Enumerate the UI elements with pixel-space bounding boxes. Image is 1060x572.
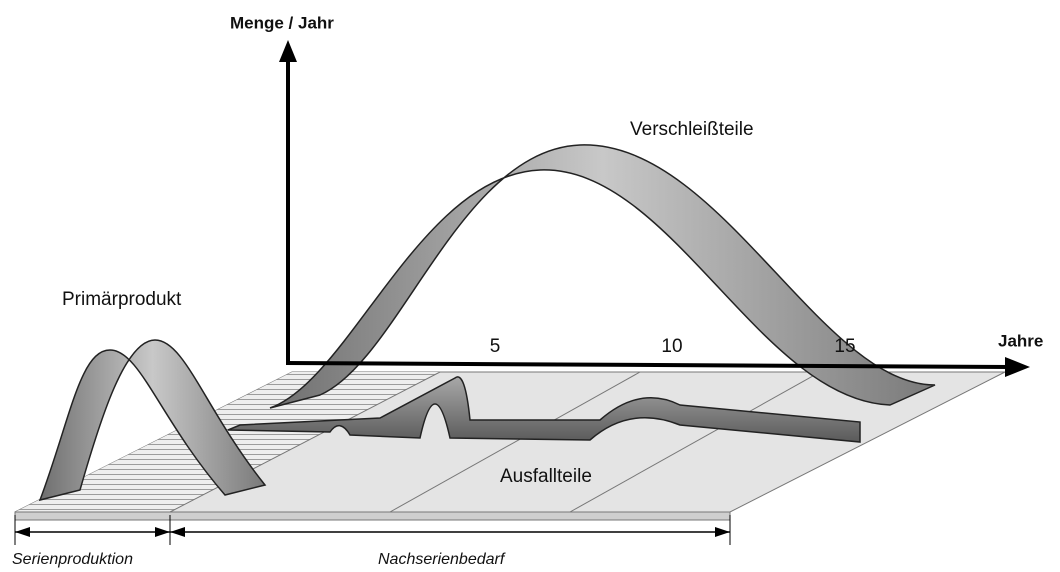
phase-label: Nachserienbedarf xyxy=(378,551,506,568)
x-axis-arrow xyxy=(1005,357,1030,377)
x-tick-label: 15 xyxy=(834,336,855,357)
arrowhead xyxy=(170,527,185,537)
x-axis xyxy=(286,363,1010,367)
arrowhead xyxy=(715,527,730,537)
floor-front xyxy=(15,512,730,520)
phase-label: Serienproduktion xyxy=(12,551,133,568)
y-axis-arrow xyxy=(279,40,297,62)
x-axis-label: Jahre xyxy=(998,331,1043,350)
curve-label: Primärprodukt xyxy=(62,289,182,310)
curve-label: Ausfallteile xyxy=(500,466,592,487)
arrowhead xyxy=(15,527,30,537)
wear-parts-ribbon xyxy=(270,145,935,408)
curve-label: Verschleißteile xyxy=(630,119,754,140)
x-tick-label: 5 xyxy=(490,336,501,357)
arrowhead xyxy=(155,527,170,537)
y-axis-label: Menge / Jahr xyxy=(230,13,334,32)
x-tick-label: 10 xyxy=(661,336,682,357)
diagram: Menge / Jahr Jahre 5 10 15 Verschleißtei… xyxy=(0,0,1060,572)
